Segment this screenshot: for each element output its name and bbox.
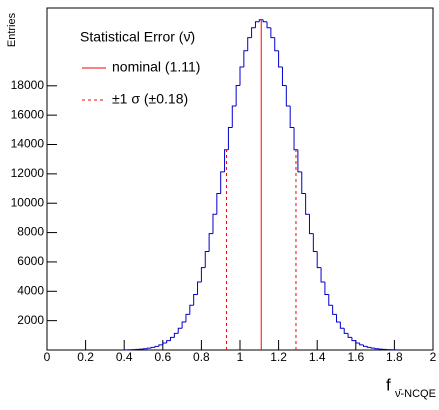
x-tick-label: 0.4 <box>116 350 133 364</box>
x-tick-label: 1.4 <box>309 350 326 364</box>
x-tick-label: 1 <box>237 350 244 364</box>
histogram-bin <box>185 313 190 323</box>
histogram-bin <box>189 304 194 315</box>
y-tick-label: 4000 <box>17 283 44 297</box>
x-tick-label: 2 <box>430 350 437 364</box>
y-tick-label: 16000 <box>11 107 45 121</box>
histogram-bin <box>258 19 264 22</box>
histogram-bin <box>305 193 310 215</box>
histogram-bin <box>270 27 275 39</box>
legend-title: Statistical Error (ν̄) <box>80 29 195 45</box>
histogram-bin <box>301 171 306 195</box>
histogram-bin <box>200 267 206 282</box>
histogram-bin <box>208 233 213 252</box>
histogram-bin <box>328 294 333 306</box>
histogram-bin <box>197 281 202 295</box>
histogram-bin <box>293 127 298 151</box>
histogram-bin <box>146 347 152 349</box>
histogram-bin <box>274 37 279 52</box>
y-tick-label: 10000 <box>11 195 45 209</box>
y-tick-label: 18000 <box>11 78 45 92</box>
histogram-bin <box>266 21 271 29</box>
histogram-bin <box>220 171 225 194</box>
histogram-bin <box>278 50 283 68</box>
histogram-bin <box>162 342 167 345</box>
histogram-bin <box>355 340 360 344</box>
legend-label: nominal (1.11) <box>112 59 200 75</box>
y-tick-label: 8000 <box>17 225 44 239</box>
y-tick-label: 2000 <box>17 313 44 327</box>
x-tick-label: 0 <box>44 350 51 364</box>
histogram-bin <box>212 213 217 234</box>
histogram-bin <box>359 343 364 346</box>
histogram-bin <box>231 105 237 128</box>
legend-label: ±1 σ (±0.18) <box>112 91 188 107</box>
y-tick-label: 14000 <box>11 137 45 151</box>
x-tick-label: 1.8 <box>386 350 403 364</box>
histogram-bin <box>170 336 175 341</box>
histogram-bin <box>366 346 372 348</box>
histogram-bin <box>339 322 345 329</box>
histogram-bin <box>281 66 287 87</box>
histogram-bin <box>181 321 186 329</box>
x-tick-label: 0.8 <box>193 350 210 364</box>
histogram-bin <box>285 85 291 107</box>
histogram-bin <box>235 85 240 106</box>
histogram-bin <box>262 19 268 23</box>
histogram-bin <box>243 50 248 67</box>
histogram-bin <box>297 149 302 173</box>
histogram-bin <box>251 27 256 38</box>
histogram-bin <box>332 305 337 315</box>
histogram-bin <box>370 347 376 349</box>
histogram-bin <box>193 294 198 306</box>
histogram-bin <box>204 251 210 268</box>
histogram-bin <box>150 346 156 349</box>
histogram-bin <box>374 348 379 350</box>
y-axis-label: Entries <box>6 12 18 47</box>
y-tick-label: 6000 <box>17 254 44 268</box>
histogram-bin <box>158 344 163 347</box>
x-axis-label: f <box>386 375 391 394</box>
x-axis-label-sub: ν̄-NCQE <box>395 388 436 400</box>
histogram-bin <box>343 328 349 334</box>
histogram-bin <box>177 327 183 334</box>
histogram-bin <box>312 233 318 253</box>
histogram-bin <box>336 314 341 323</box>
histogram-bin <box>254 21 260 28</box>
frame <box>46 7 434 351</box>
histogram-bin <box>227 127 233 150</box>
histogram-bin <box>216 193 221 215</box>
x-tick-label: 1.6 <box>347 350 364 364</box>
histogram-bin <box>324 281 329 296</box>
histogram-bin <box>154 345 159 348</box>
x-tick-label: 1.2 <box>270 350 287 364</box>
histogram-bin <box>351 337 356 342</box>
histogram-bin <box>166 340 171 344</box>
histogram-bin <box>224 149 229 172</box>
histogram-bin <box>363 344 368 347</box>
y-tick-label: 12000 <box>11 166 45 180</box>
histogram-bin <box>308 214 314 235</box>
x-tick-label: 0.6 <box>154 350 171 364</box>
histogram-bin <box>239 66 244 86</box>
histogram-bin <box>247 37 252 51</box>
histogram-bin <box>320 267 325 283</box>
histogram-bin <box>347 333 352 338</box>
histogram-bin <box>173 332 179 338</box>
histogram-bin <box>316 251 322 269</box>
histogram-bin <box>289 105 295 129</box>
x-tick-label: 0.2 <box>77 350 94 364</box>
